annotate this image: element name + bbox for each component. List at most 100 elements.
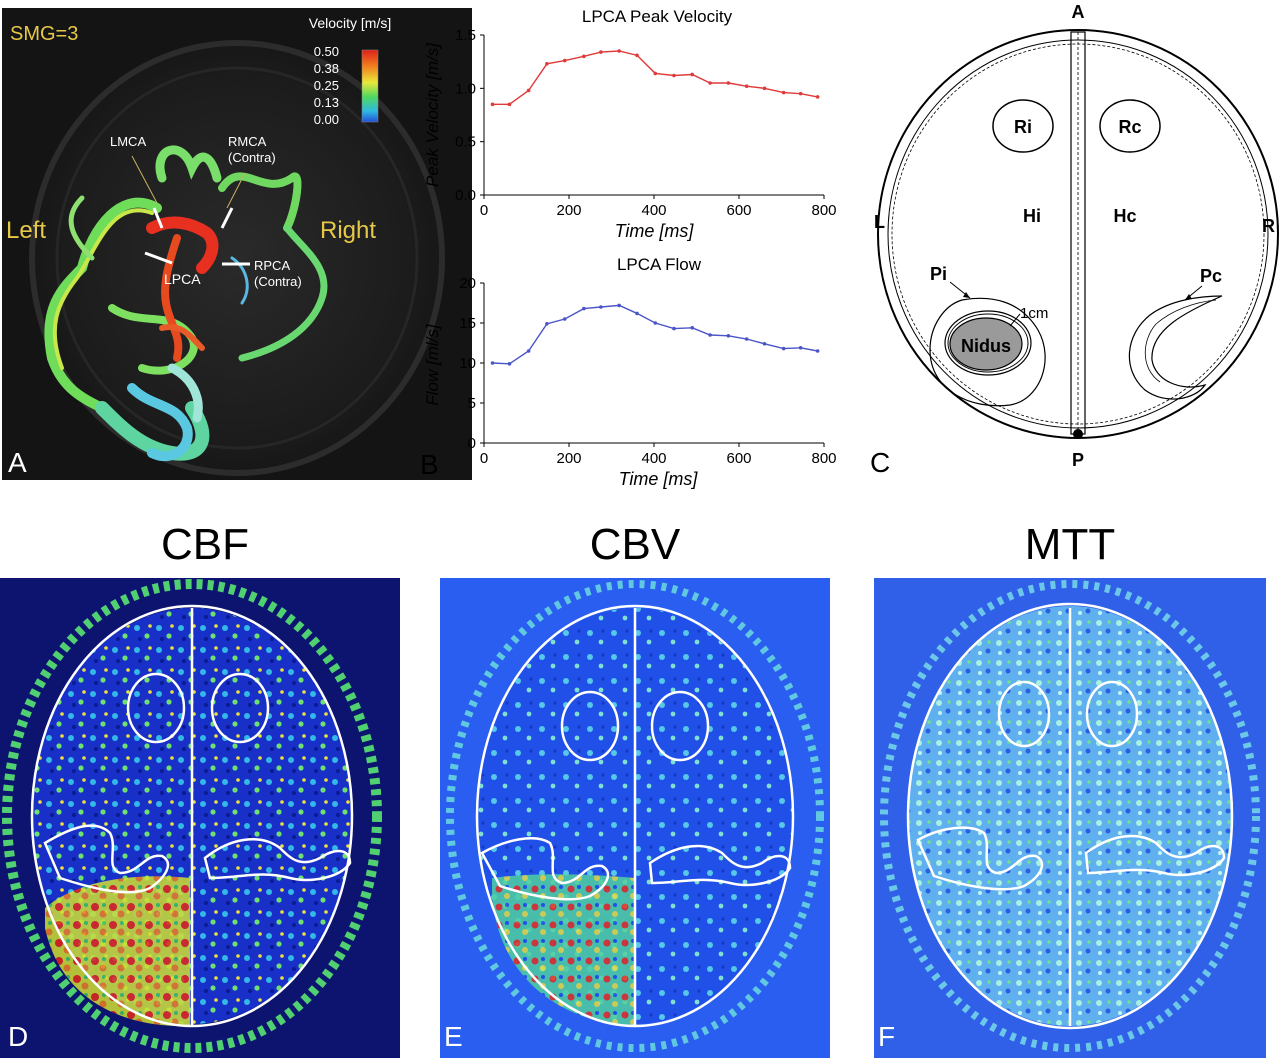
chart-velocity-xlabel: Time [ms]	[615, 221, 695, 241]
chart-velocity-point	[653, 71, 658, 76]
chart-flow-point	[635, 311, 639, 316]
chart-flow-point	[726, 334, 731, 338]
nidus-margin-outer	[944, 310, 1032, 376]
chart-velocity-point	[672, 73, 676, 78]
chart-flow-ytick-label: 10	[459, 355, 476, 372]
rmca-sub-label: (Contra)	[228, 150, 276, 165]
chart-flow-point	[762, 342, 767, 346]
legend-tick-1: 0.38	[314, 61, 339, 76]
panel-c-letter: C	[870, 447, 890, 478]
chart-velocity-point	[744, 84, 749, 88]
label-a: A	[1072, 2, 1085, 22]
label-1cm: 1cm	[1020, 305, 1048, 322]
chart-flow-point	[690, 326, 695, 330]
vessel-streamlines	[44, 145, 328, 462]
rpca-sub-label: (Contra)	[254, 274, 302, 289]
lmca-pointer	[131, 155, 158, 204]
rmca-marker	[220, 207, 234, 229]
chart-flow-ytick-label: 20	[459, 275, 476, 292]
chart-velocity-point	[545, 62, 549, 66]
label-p: P	[1072, 450, 1084, 470]
chart-velocity-xtick-label: 600	[726, 202, 751, 219]
chart-flow-ylabel: Flow [ml/s]	[423, 323, 442, 406]
lpca-marker	[144, 251, 173, 265]
panel-f-title: MTT	[1024, 520, 1116, 569]
legend-title: Velocity [m/s]	[309, 15, 391, 31]
panel-b-letter: B	[420, 449, 439, 480]
chart-flow-point	[582, 306, 586, 311]
nidus-margin-inner	[947, 313, 1029, 373]
legend-tick-2: 0.25	[314, 78, 339, 93]
panel-c: A P L R Ri Rc Hi Hc Pi Pc 1cm Nidus C	[860, 0, 1280, 480]
rmca-label: RMCA	[228, 134, 267, 149]
label-rc: Rc	[1118, 117, 1141, 137]
chart-velocity-point	[762, 86, 767, 91]
chart-flow-xtick-label: 800	[811, 450, 836, 467]
panel-f-map: F	[874, 578, 1266, 1058]
roi-pc-inner	[1144, 299, 1217, 383]
chart-flow-point	[815, 349, 820, 353]
label-pc: Pc	[1200, 266, 1222, 286]
panel-f: F	[874, 578, 1266, 1058]
chart-velocity-point	[690, 72, 695, 77]
panel-b-charts: LPCA Peak Velocity Peak Velocity [m/s] T…	[420, 7, 837, 489]
chart-flow-point	[490, 361, 495, 365]
chart-velocity-ylabel: Peak Velocity [m/s]	[423, 42, 442, 187]
roi-pi	[929, 297, 1046, 407]
label-hc: Hc	[1113, 206, 1136, 226]
legend-tick-4: 0.00	[314, 112, 339, 127]
chart-velocity-ytick-label: 1.5	[455, 27, 476, 44]
panel-d-title: CBF	[161, 520, 249, 569]
chart-velocity-point	[617, 49, 621, 53]
rmca-pointer	[226, 172, 246, 209]
right-label: Right	[320, 217, 376, 244]
chart-flow-point	[562, 317, 567, 321]
rpca-label: RPCA	[254, 258, 290, 273]
panel-a: Velocity [m/s] 0.50 0.38 0.25 0.13 0.00 …	[2, 8, 472, 480]
chart-flow-ytick-label: 0	[468, 435, 476, 452]
velocity-colorbar	[361, 49, 379, 123]
chart-velocity-point	[526, 88, 531, 93]
panel-d: D	[0, 578, 400, 1058]
chart-flow-point	[617, 303, 621, 308]
chart-velocity-point	[507, 102, 512, 107]
chart-flow-xtick-label: 0	[480, 450, 488, 467]
chart-flow-point	[798, 346, 803, 350]
panel-d-map: D	[0, 578, 400, 1058]
chart-velocity-xtick-label: 800	[811, 202, 836, 219]
chart-velocity-title: LPCA Peak Velocity	[582, 7, 733, 26]
chart-velocity-ytick-label: 0.5	[455, 134, 476, 151]
chart-velocity-ytick-label: 1.0	[455, 80, 476, 97]
pc-arrow-head	[1185, 294, 1192, 300]
legend-tick-0: 0.50	[314, 44, 339, 59]
chart-velocity-point	[490, 102, 495, 107]
legend-tick-3: 0.13	[314, 95, 339, 110]
roi-ri	[992, 99, 1054, 153]
chart-flow-point	[708, 333, 712, 337]
chart-velocity-xtick-label: 0	[480, 202, 488, 219]
chart-flow-point	[599, 305, 603, 309]
chart-flow-point	[653, 321, 658, 325]
chart-velocity-point	[726, 81, 731, 85]
nidus	[949, 317, 1023, 371]
chart-velocity-xtick-label: 400	[641, 202, 666, 219]
chart-flow-point	[526, 349, 531, 353]
roi-pc	[1128, 295, 1223, 400]
chart-flow-xtick-label: 400	[641, 450, 666, 467]
chart-velocity-point	[708, 81, 712, 85]
label-l: L	[874, 212, 885, 232]
chart-flow-xlabel: Time [ms]	[619, 469, 699, 489]
panel-a-figure: Velocity [m/s] 0.50 0.38 0.25 0.13 0.00 …	[2, 8, 472, 480]
left-label: Left	[6, 217, 46, 244]
label-pi: Pi	[930, 264, 947, 284]
chart-flow-xtick-label: 600	[726, 450, 751, 467]
chart-velocity-point	[798, 91, 803, 96]
chart-velocity-point	[635, 53, 639, 58]
chart-flow-ytick-label: 15	[459, 315, 476, 332]
chart-velocity-ytick-label: 0.0	[455, 187, 476, 204]
lmca-marker	[152, 207, 164, 229]
chart-velocity-point	[562, 58, 567, 63]
smg-label: SMG=3	[10, 23, 78, 45]
chart-flow-xtick-label: 200	[556, 450, 581, 467]
chart-flow-point	[507, 362, 512, 366]
